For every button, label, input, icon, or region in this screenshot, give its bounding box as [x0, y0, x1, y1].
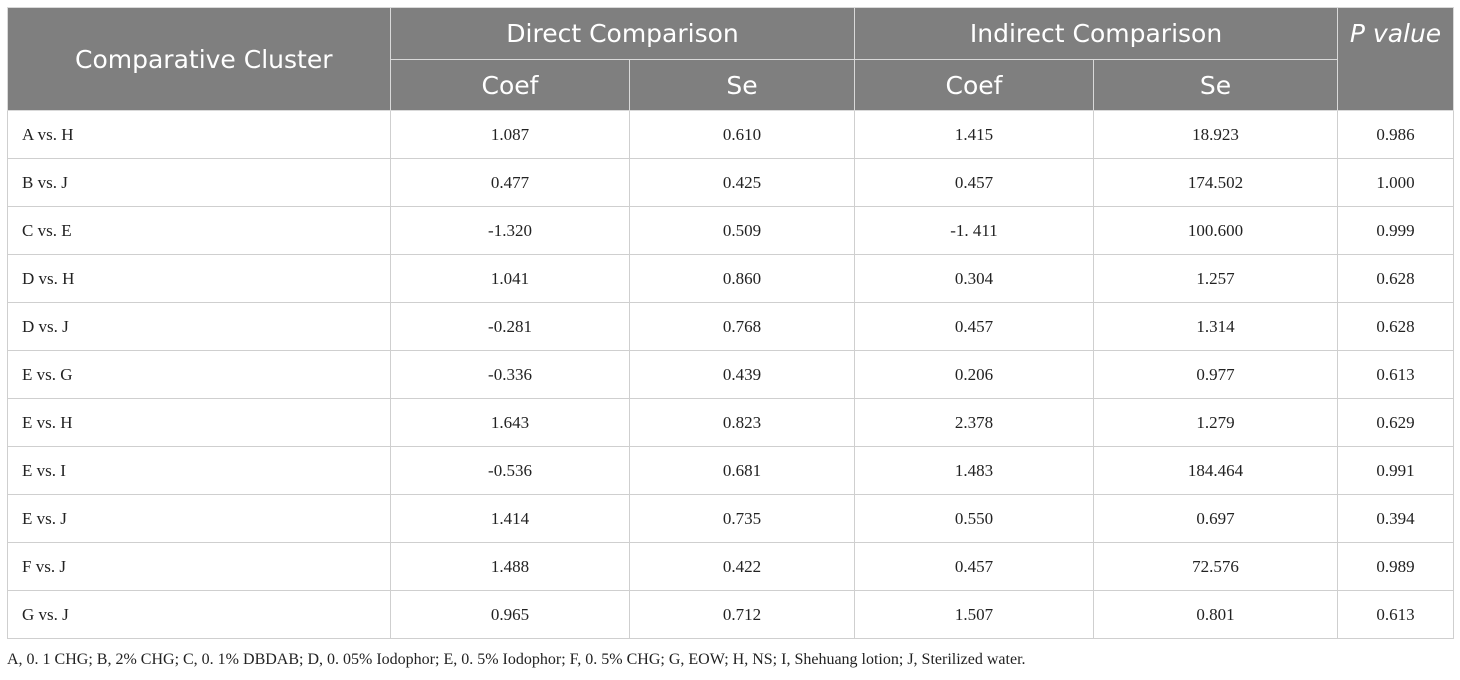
indirect-coef-cell: 0.304	[854, 254, 1095, 303]
table-body: A vs. H 1.087 0.610 1.415 18.923 0.986 B vs. J…	[7, 110, 1455, 639]
table-row: D vs. J -0.281 0.768 0.457 1.314 0.628	[7, 302, 1455, 351]
p-value-cell: 0.394	[1337, 494, 1455, 543]
header-indirect-se: Se	[1093, 59, 1339, 111]
row-label: E vs. G	[7, 350, 391, 399]
header-row-1: Comparative Cluster Direct Comparison In…	[7, 7, 1455, 111]
p-value-cell: 0.991	[1337, 446, 1455, 495]
direct-coef-cell: -0.536	[390, 446, 630, 495]
direct-se-cell: 0.610	[628, 110, 856, 159]
row-label: E vs. J	[7, 494, 391, 543]
direct-coef-cell: -0.281	[390, 302, 630, 351]
direct-coef-cell: 0.965	[390, 590, 630, 639]
p-value-cell: 0.613	[1337, 350, 1455, 399]
row-label: C vs. E	[7, 206, 391, 255]
direct-se-cell: 0.509	[628, 206, 856, 255]
direct-coef-cell: 1.488	[390, 542, 630, 591]
table-row: E vs. H 1.643 0.823 2.378 1.279 0.629	[7, 398, 1455, 447]
indirect-se-cell: 18.923	[1093, 110, 1339, 159]
p-value-cell: 0.986	[1337, 110, 1455, 159]
indirect-se-cell: 1.279	[1093, 398, 1339, 447]
indirect-se-cell: 72.576	[1093, 542, 1339, 591]
row-label: A vs. H	[7, 110, 391, 159]
direct-se-cell: 0.823	[628, 398, 856, 447]
indirect-se-cell: 1.314	[1093, 302, 1339, 351]
indirect-coef-cell: 2.378	[854, 398, 1095, 447]
indirect-coef-cell: 0.206	[854, 350, 1095, 399]
direct-se-cell: 0.422	[628, 542, 856, 591]
p-value-cell: 0.999	[1337, 206, 1455, 255]
p-value-cell: 0.628	[1337, 254, 1455, 303]
table-row: E vs. J 1.414 0.735 0.550 0.697 0.394	[7, 494, 1455, 543]
direct-se-cell: 0.735	[628, 494, 856, 543]
indirect-se-cell: 1.257	[1093, 254, 1339, 303]
row-label: D vs. H	[7, 254, 391, 303]
header-indirect-comparison: Indirect Comparison	[854, 7, 1339, 60]
row-label: E vs. H	[7, 398, 391, 447]
indirect-coef-cell: 0.550	[854, 494, 1095, 543]
table-row: B vs. J 0.477 0.425 0.457 174.502 1.000	[7, 158, 1455, 207]
indirect-se-cell: 100.600	[1093, 206, 1339, 255]
header-indirect-coef: Coef	[854, 59, 1095, 111]
direct-coef-cell: 1.643	[390, 398, 630, 447]
indirect-se-cell: 0.697	[1093, 494, 1339, 543]
row-label: D vs. J	[7, 302, 391, 351]
header-p-value: P value	[1337, 7, 1455, 111]
p-value-cell: 0.629	[1337, 398, 1455, 447]
indirect-coef-cell: 0.457	[854, 302, 1095, 351]
indirect-se-cell: 174.502	[1093, 158, 1339, 207]
direct-coef-cell: 1.414	[390, 494, 630, 543]
direct-coef-cell: 1.087	[390, 110, 630, 159]
comparison-table: Comparative Cluster Direct Comparison In…	[7, 7, 1455, 639]
table-row: D vs. H 1.041 0.860 0.304 1.257 0.628	[7, 254, 1455, 303]
indirect-se-cell: 0.977	[1093, 350, 1339, 399]
direct-coef-cell: -0.336	[390, 350, 630, 399]
table-row: E vs. I -0.536 0.681 1.483 184.464 0.991	[7, 446, 1455, 495]
row-label: G vs. J	[7, 590, 391, 639]
indirect-se-cell: 0.801	[1093, 590, 1339, 639]
header-direct-comparison: Direct Comparison	[389, 7, 856, 60]
direct-se-cell: 0.425	[628, 158, 856, 207]
comparison-table-container: Comparative Cluster Direct Comparison In…	[7, 7, 1455, 639]
direct-se-cell: 0.768	[628, 302, 856, 351]
table-row: A vs. H 1.087 0.610 1.415 18.923 0.986	[7, 110, 1455, 159]
table-row: F vs. J 1.488 0.422 0.457 72.576 0.989	[7, 542, 1455, 591]
header-direct-se: Se	[628, 59, 856, 111]
direct-coef-cell: 0.477	[390, 158, 630, 207]
p-value-cell: 0.613	[1337, 590, 1455, 639]
p-value-cell: 0.989	[1337, 542, 1455, 591]
indirect-coef-cell: -1. 411	[854, 206, 1095, 255]
row-label: B vs. J	[7, 158, 391, 207]
indirect-coef-cell: 1.415	[854, 110, 1095, 159]
indirect-coef-cell: 1.507	[854, 590, 1095, 639]
indirect-se-cell: 184.464	[1093, 446, 1339, 495]
header-row-2: Coef Se Coef Se	[8, 59, 1454, 111]
p-value-cell: 0.628	[1337, 302, 1455, 351]
row-label: F vs. J	[7, 542, 391, 591]
table-row: E vs. G -0.336 0.439 0.206 0.977 0.613	[7, 350, 1455, 399]
direct-coef-cell: 1.041	[390, 254, 630, 303]
direct-se-cell: 0.712	[628, 590, 856, 639]
indirect-coef-cell: 1.483	[854, 446, 1095, 495]
header-comparative-cluster: Comparative Cluster	[7, 7, 391, 111]
header-direct-coef: Coef	[390, 59, 630, 111]
indirect-coef-cell: 0.457	[854, 542, 1095, 591]
direct-se-cell: 0.681	[628, 446, 856, 495]
table-footnote: A, 0. 1 CHG; B, 2% CHG; C, 0. 1% DBDAB; …	[7, 651, 1026, 668]
table-row: G vs. J 0.965 0.712 1.507 0.801 0.613	[7, 590, 1455, 639]
indirect-coef-cell: 0.457	[854, 158, 1095, 207]
direct-coef-cell: -1.320	[390, 206, 630, 255]
row-label: E vs. I	[7, 446, 391, 495]
table-row: C vs. E -1.320 0.509 -1. 411 100.600 0.999	[7, 206, 1455, 255]
direct-se-cell: 0.439	[628, 350, 856, 399]
direct-se-cell: 0.860	[628, 254, 856, 303]
p-value-cell: 1.000	[1337, 158, 1455, 207]
